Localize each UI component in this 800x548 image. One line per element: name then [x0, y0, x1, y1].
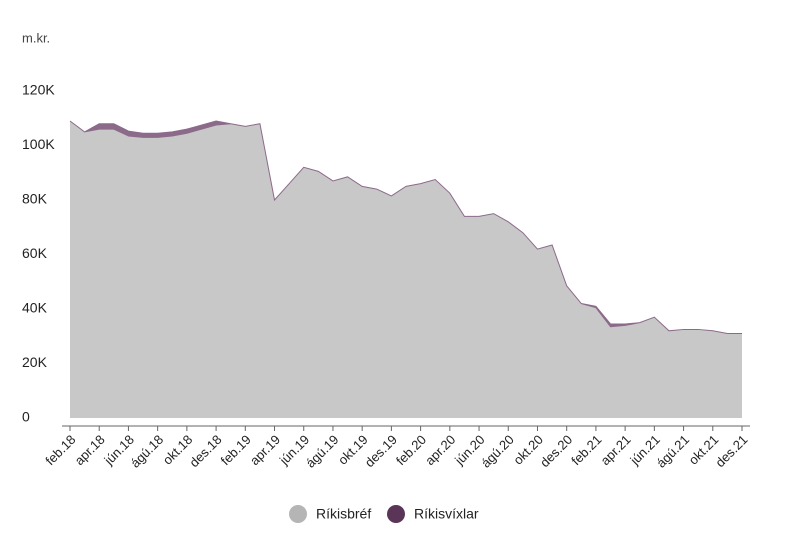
- x-tick-label: apr.20: [422, 432, 458, 468]
- legend-marker: [387, 505, 405, 523]
- y-tick-label: 80K: [22, 191, 48, 207]
- y-tick-label: 20K: [22, 354, 48, 370]
- x-tick-label: ágú.20: [478, 432, 517, 471]
- x-tick-label: ágú.21: [653, 432, 692, 471]
- y-tick-label: 0: [22, 409, 30, 425]
- unit-label: m.kr.: [22, 30, 50, 45]
- y-tick-label: 40K: [22, 300, 48, 316]
- x-tick-label: ágú.19: [303, 432, 342, 471]
- x-tick-label: apr.18: [72, 432, 108, 468]
- x-tick-label: des.19: [362, 432, 400, 470]
- y-tick-label: 60K: [22, 245, 48, 261]
- legend-marker: [289, 505, 307, 523]
- x-tick-label: des.18: [186, 432, 224, 470]
- x-tick-label: feb.18: [42, 432, 78, 468]
- area: [69, 120, 742, 335]
- x-tick-label: des.20: [537, 432, 575, 470]
- x-tick-label: feb.19: [218, 432, 254, 468]
- x-tick-label: des.21: [712, 432, 750, 470]
- x-tick-label: feb.20: [393, 432, 429, 468]
- legend-label: Ríkisvíxlar: [414, 506, 479, 522]
- y-tick-label: 120K: [22, 82, 55, 98]
- x-tick-label: apr.19: [247, 432, 283, 468]
- x-tick-label: apr.21: [598, 432, 634, 468]
- x-tick-label: ágú.18: [127, 432, 166, 471]
- x-tick-label: feb.21: [568, 432, 604, 468]
- legend-label: Ríkisbréf: [316, 506, 371, 522]
- y-tick-label: 100K: [22, 136, 55, 152]
- area: [70, 120, 742, 418]
